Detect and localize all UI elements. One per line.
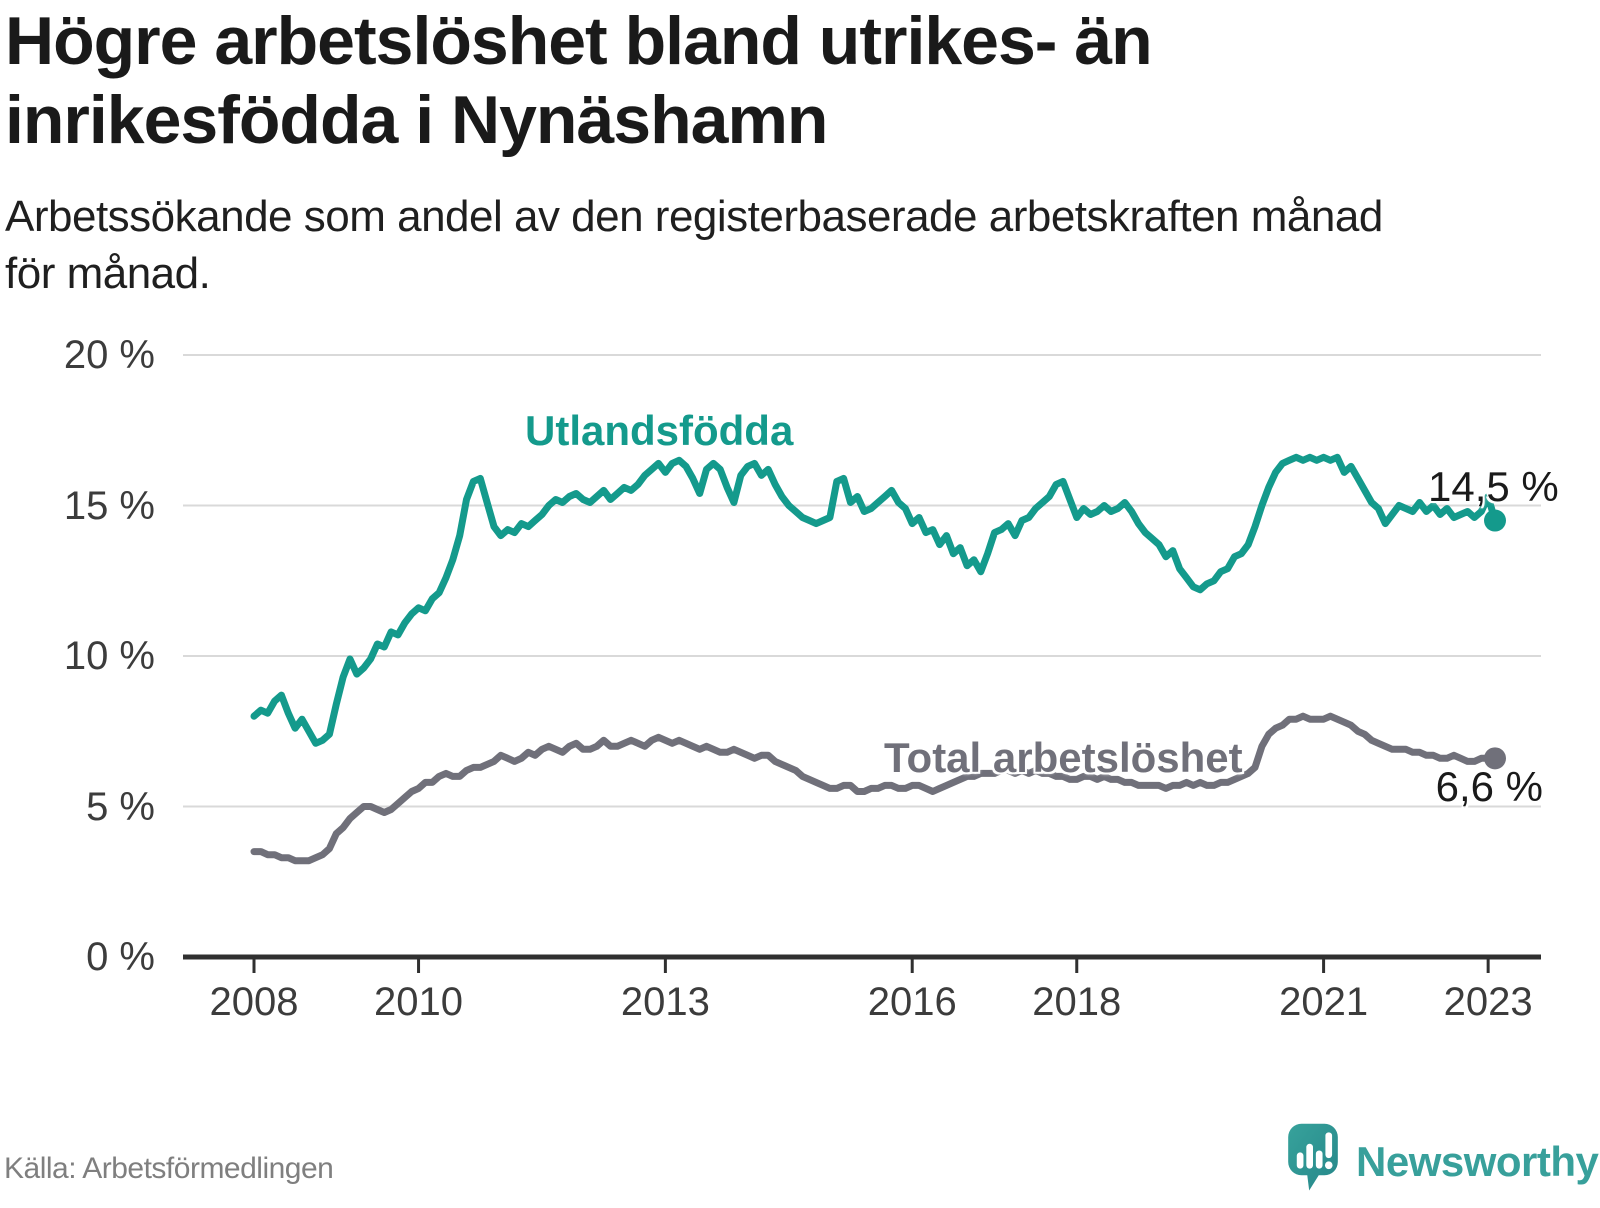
end-value-label-utlandsfodda: 14,5 % bbox=[1428, 463, 1559, 510]
source-attribution: Källa: Arbetsförmedlingen bbox=[4, 1152, 334, 1185]
y-tick-label: 10 % bbox=[63, 634, 155, 678]
chart-subtitle: Arbetssökande som andel av den registerb… bbox=[5, 188, 1545, 302]
y-tick-label: 20 % bbox=[63, 333, 155, 377]
x-tick-label: 2008 bbox=[209, 980, 299, 1024]
series-label-utlandsfodda: Utlandsfödda bbox=[525, 407, 794, 454]
subtitle-line-1: Arbetssökande som andel av den registerb… bbox=[5, 192, 1383, 241]
newsworthy-branding: Newsworthy bbox=[1284, 1118, 1599, 1208]
y-tick-label: 5 % bbox=[86, 784, 155, 829]
brand-name: Newsworthy bbox=[1356, 1138, 1599, 1185]
x-tick-label: 2018 bbox=[1032, 980, 1122, 1024]
title-line-2: inrikesfödda i Nynäshamn bbox=[5, 82, 828, 158]
series-line-total-arbetsl-shet bbox=[250, 712, 1499, 865]
x-tick-label: 2010 bbox=[374, 980, 464, 1024]
x-tick-label: 2023 bbox=[1443, 980, 1533, 1024]
y-tick-label: 0 % bbox=[86, 935, 155, 979]
series-line-utlandsf-dda bbox=[250, 453, 1499, 747]
end-value-label-total: 6,6 % bbox=[1435, 763, 1543, 810]
series-label-total-arbetsloshet: Total arbetslöshet bbox=[884, 734, 1243, 781]
series-end-dot bbox=[1484, 747, 1506, 770]
x-tick-label: 2013 bbox=[620, 980, 710, 1024]
page-title: Högre arbetslöshet bland utrikes- än inr… bbox=[5, 2, 1405, 160]
series-end-dot bbox=[1484, 509, 1506, 532]
x-tick-label: 2021 bbox=[1279, 980, 1369, 1024]
y-tick-label: 15 % bbox=[63, 483, 155, 528]
x-tick-label: 2016 bbox=[867, 980, 957, 1024]
title-line-1: Högre arbetslöshet bland utrikes- än bbox=[5, 3, 1153, 79]
subtitle-line-2: för månad. bbox=[5, 249, 211, 298]
speech-bubble-bar-chart-exclamation-icon bbox=[1288, 1123, 1338, 1191]
